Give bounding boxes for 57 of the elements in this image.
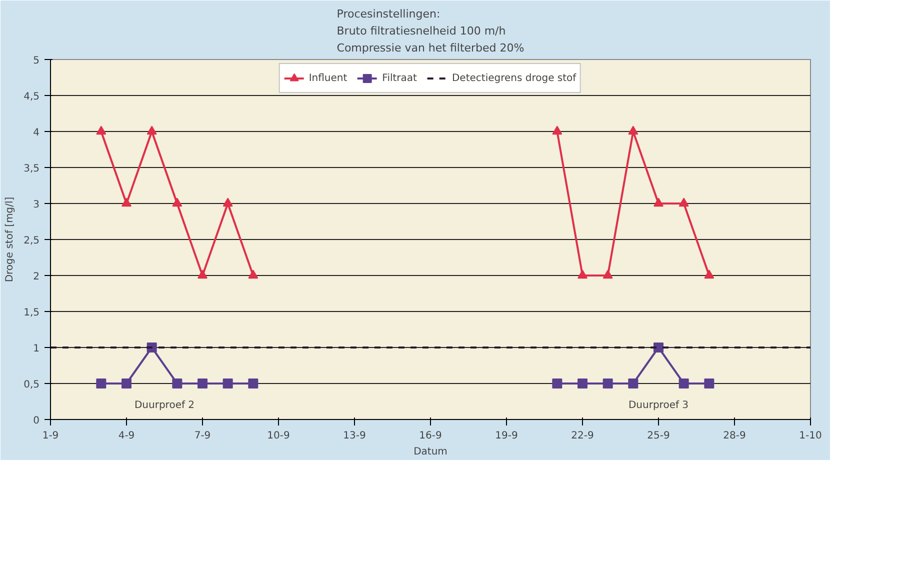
x-tick-label: 4-9	[118, 430, 135, 442]
point	[578, 378, 588, 388]
x-tick-label: 1-10	[799, 430, 822, 442]
y-tick-label: 0,5	[24, 380, 40, 390]
legend-label: Influent	[308, 72, 348, 84]
point	[172, 198, 182, 207]
point	[654, 342, 664, 352]
x-tick-label: 16-9	[419, 430, 442, 442]
x-tick-label: 19-9	[495, 430, 518, 442]
point	[146, 126, 157, 135]
point	[122, 198, 132, 207]
point	[704, 378, 714, 388]
point	[198, 378, 208, 388]
y-tick-label: 3	[33, 200, 40, 210]
chart-title: Procesinstellingen: Bruto filtratiesnelheid 100 m/h Compressie van het filterbed 20%	[336, 8, 524, 54]
y-tick-label: 2	[33, 272, 40, 282]
y-tick-label: 1	[33, 344, 40, 354]
point	[248, 378, 258, 388]
point	[172, 378, 182, 388]
x-tick-label: 25-9	[647, 430, 670, 442]
x-tick-label: 13-9	[343, 430, 366, 442]
annotation: Duurproef 3	[628, 400, 689, 411]
y-tick-label: 5	[33, 56, 40, 66]
y-tick-label: 4	[33, 128, 40, 138]
y-tick-label: 2,5	[24, 236, 40, 246]
point	[122, 378, 132, 388]
y-tick-label: 4,5	[24, 92, 40, 102]
x-axis-title: Datum	[414, 446, 448, 458]
x-tick-label: 10-9	[267, 430, 290, 442]
point	[628, 126, 638, 135]
legend-label: Detectiegrens droge stof	[452, 72, 576, 84]
point	[602, 378, 613, 388]
x-tick-label: 22-9	[571, 430, 594, 442]
annotation: Duurproef 2	[134, 400, 195, 411]
point	[96, 126, 106, 135]
point	[628, 378, 638, 388]
point	[678, 198, 689, 207]
point	[222, 378, 233, 388]
legend-label: Filtraat	[382, 72, 417, 84]
point	[222, 198, 233, 207]
point	[704, 270, 714, 279]
x-tick-label: 1-9	[42, 430, 59, 442]
y-axis-title: Droge stof [mg/l]	[4, 196, 16, 282]
y-tick-label: 3,5	[24, 164, 40, 174]
y-tick-label: 0	[33, 416, 40, 426]
point	[654, 198, 664, 207]
point	[198, 270, 208, 279]
point	[602, 270, 613, 279]
x-tick-label: 7-9	[194, 430, 211, 442]
point	[552, 378, 562, 388]
y-tick-label: 1,5	[24, 308, 40, 318]
point	[578, 270, 588, 279]
point	[678, 378, 689, 388]
point	[248, 270, 258, 279]
x-tick-label: 28-9	[723, 430, 746, 442]
point	[96, 378, 106, 388]
point	[552, 126, 562, 135]
